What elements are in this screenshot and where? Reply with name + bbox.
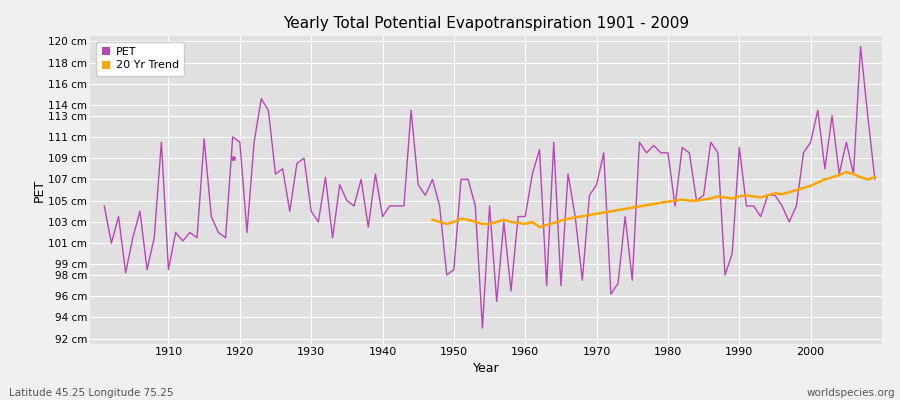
Text: worldspecies.org: worldspecies.org xyxy=(807,388,896,398)
Text: Latitude 45.25 Longitude 75.25: Latitude 45.25 Longitude 75.25 xyxy=(9,388,174,398)
X-axis label: Year: Year xyxy=(472,362,500,375)
Y-axis label: PET: PET xyxy=(32,178,45,202)
Title: Yearly Total Potential Evapotranspiration 1901 - 2009: Yearly Total Potential Evapotranspiratio… xyxy=(283,16,689,31)
Legend: PET, 20 Yr Trend: PET, 20 Yr Trend xyxy=(95,42,184,76)
